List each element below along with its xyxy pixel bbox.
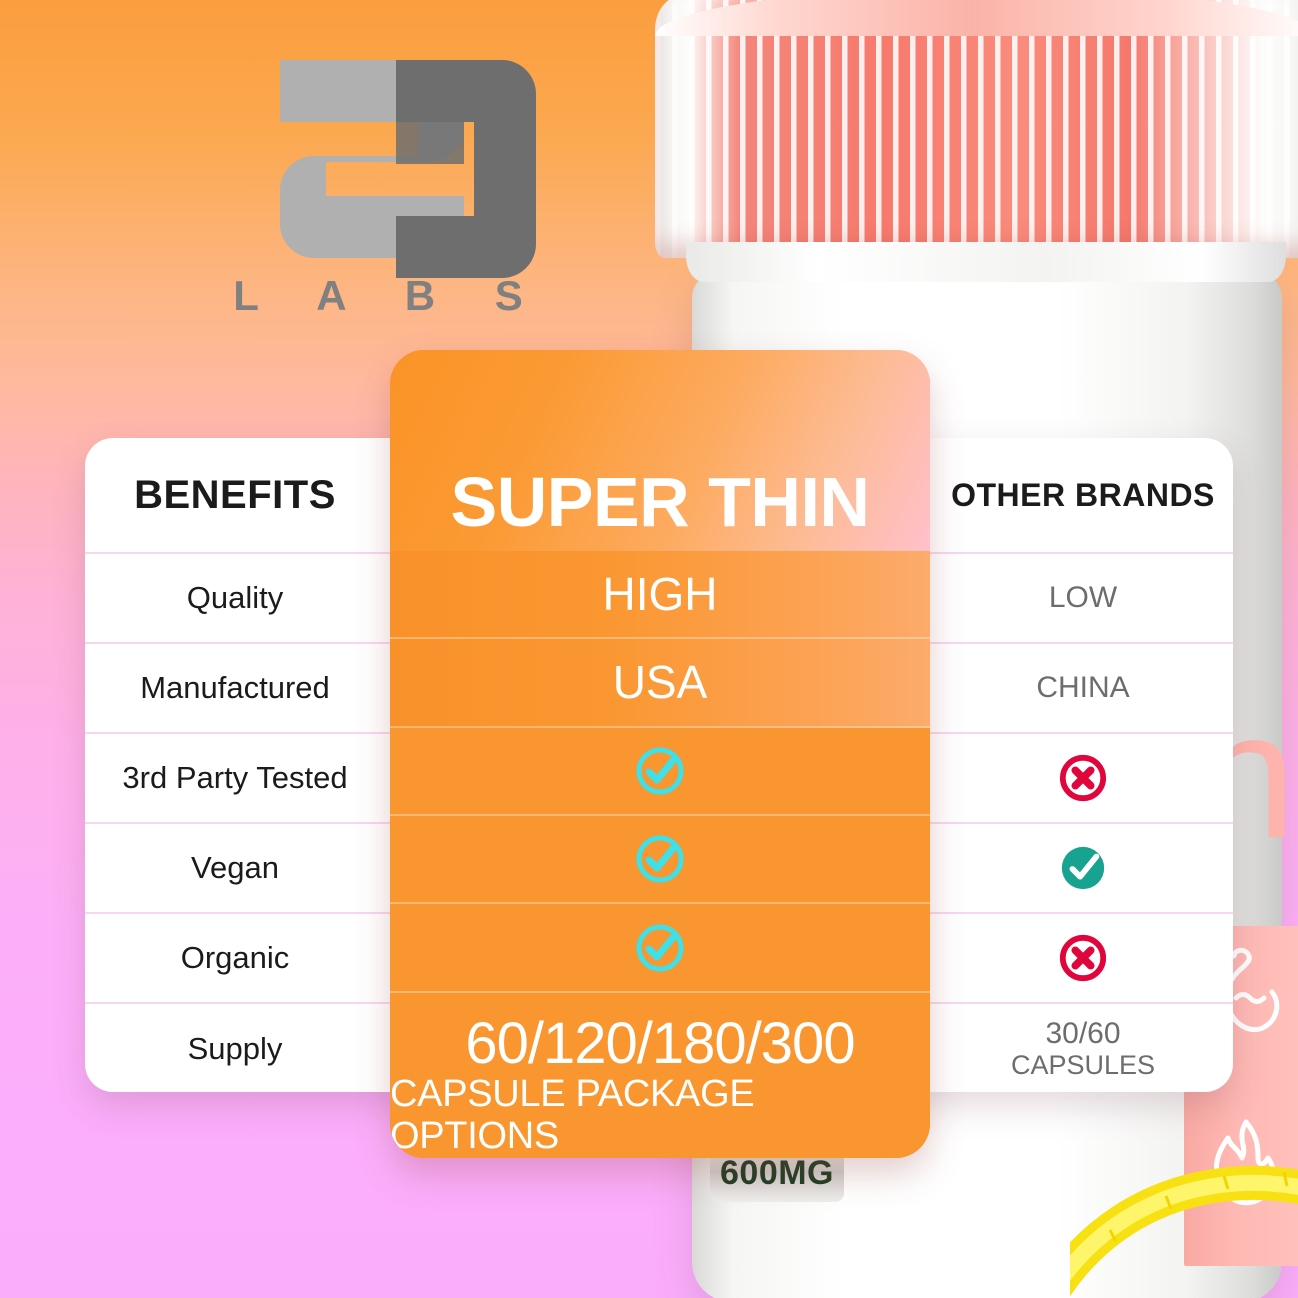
row-label: Supply	[187, 1031, 283, 1066]
super-thin-quality-cell: HIGH	[390, 550, 930, 640]
supply-options-value: 60/120/180/300	[465, 1010, 855, 1076]
super-thin-tested-cell	[390, 727, 930, 817]
super-thin-supply-cell: 60/120/180/300 CAPSULE PACKAGE OPTIONS	[390, 992, 930, 1158]
dosage-badge-text: 600MG	[720, 1153, 834, 1192]
row-label: Quality	[186, 580, 284, 615]
cross-circle-icon	[1059, 754, 1107, 802]
other-supply-count: 30/60	[1045, 1017, 1121, 1051]
row-other-value: LOW	[1048, 581, 1118, 614]
row-label: Manufactured	[140, 670, 330, 705]
super-thin-quality-value: HIGH	[602, 567, 718, 620]
logo-wordmark: L A B S	[233, 272, 547, 319]
cross-circle-icon	[1059, 934, 1107, 982]
sd-labs-logo	[280, 60, 536, 278]
check-circle-cyan-icon	[636, 747, 684, 795]
check-circle-green-icon	[1061, 846, 1105, 890]
super-thin-column-card: SUPER THIN HIGH USA	[390, 350, 930, 1158]
bottle-cap	[655, 0, 1298, 258]
row-other-value: CHINA	[1036, 671, 1130, 704]
header-other-brands: OTHER BRANDS	[951, 476, 1215, 513]
bottle-cap-top	[655, 0, 1298, 36]
super-thin-manufactured-value: USA	[612, 656, 708, 709]
check-circle-cyan-icon	[636, 924, 684, 972]
row-label: Vegan	[191, 850, 279, 885]
super-thin-organic-cell	[390, 904, 930, 993]
header-benefits: BENEFITS	[134, 472, 336, 517]
row-other-value	[933, 824, 1233, 912]
table-row: Supply 30/60 CAPSULES	[85, 1004, 1233, 1092]
row-other-value	[933, 914, 1233, 1002]
super-thin-title: SUPER THIN	[450, 462, 870, 541]
measuring-tape	[1070, 1165, 1298, 1297]
super-thin-title-block: SUPER THIN	[390, 350, 930, 551]
row-other-value	[933, 734, 1233, 822]
row-other-value: 30/60 CAPSULES	[933, 1004, 1233, 1092]
supply-options-caption: CAPSULE PACKAGE OPTIONS	[390, 1073, 755, 1158]
bottle-cap-ring	[686, 242, 1286, 282]
row-label: 3rd Party Tested	[122, 760, 348, 795]
super-thin-manufactured-cell: USA	[390, 639, 930, 728]
super-thin-vegan-cell	[390, 816, 930, 905]
check-circle-cyan-icon	[636, 835, 684, 883]
other-supply-unit: CAPSULES	[1010, 1049, 1156, 1080]
row-label: Organic	[180, 940, 290, 975]
